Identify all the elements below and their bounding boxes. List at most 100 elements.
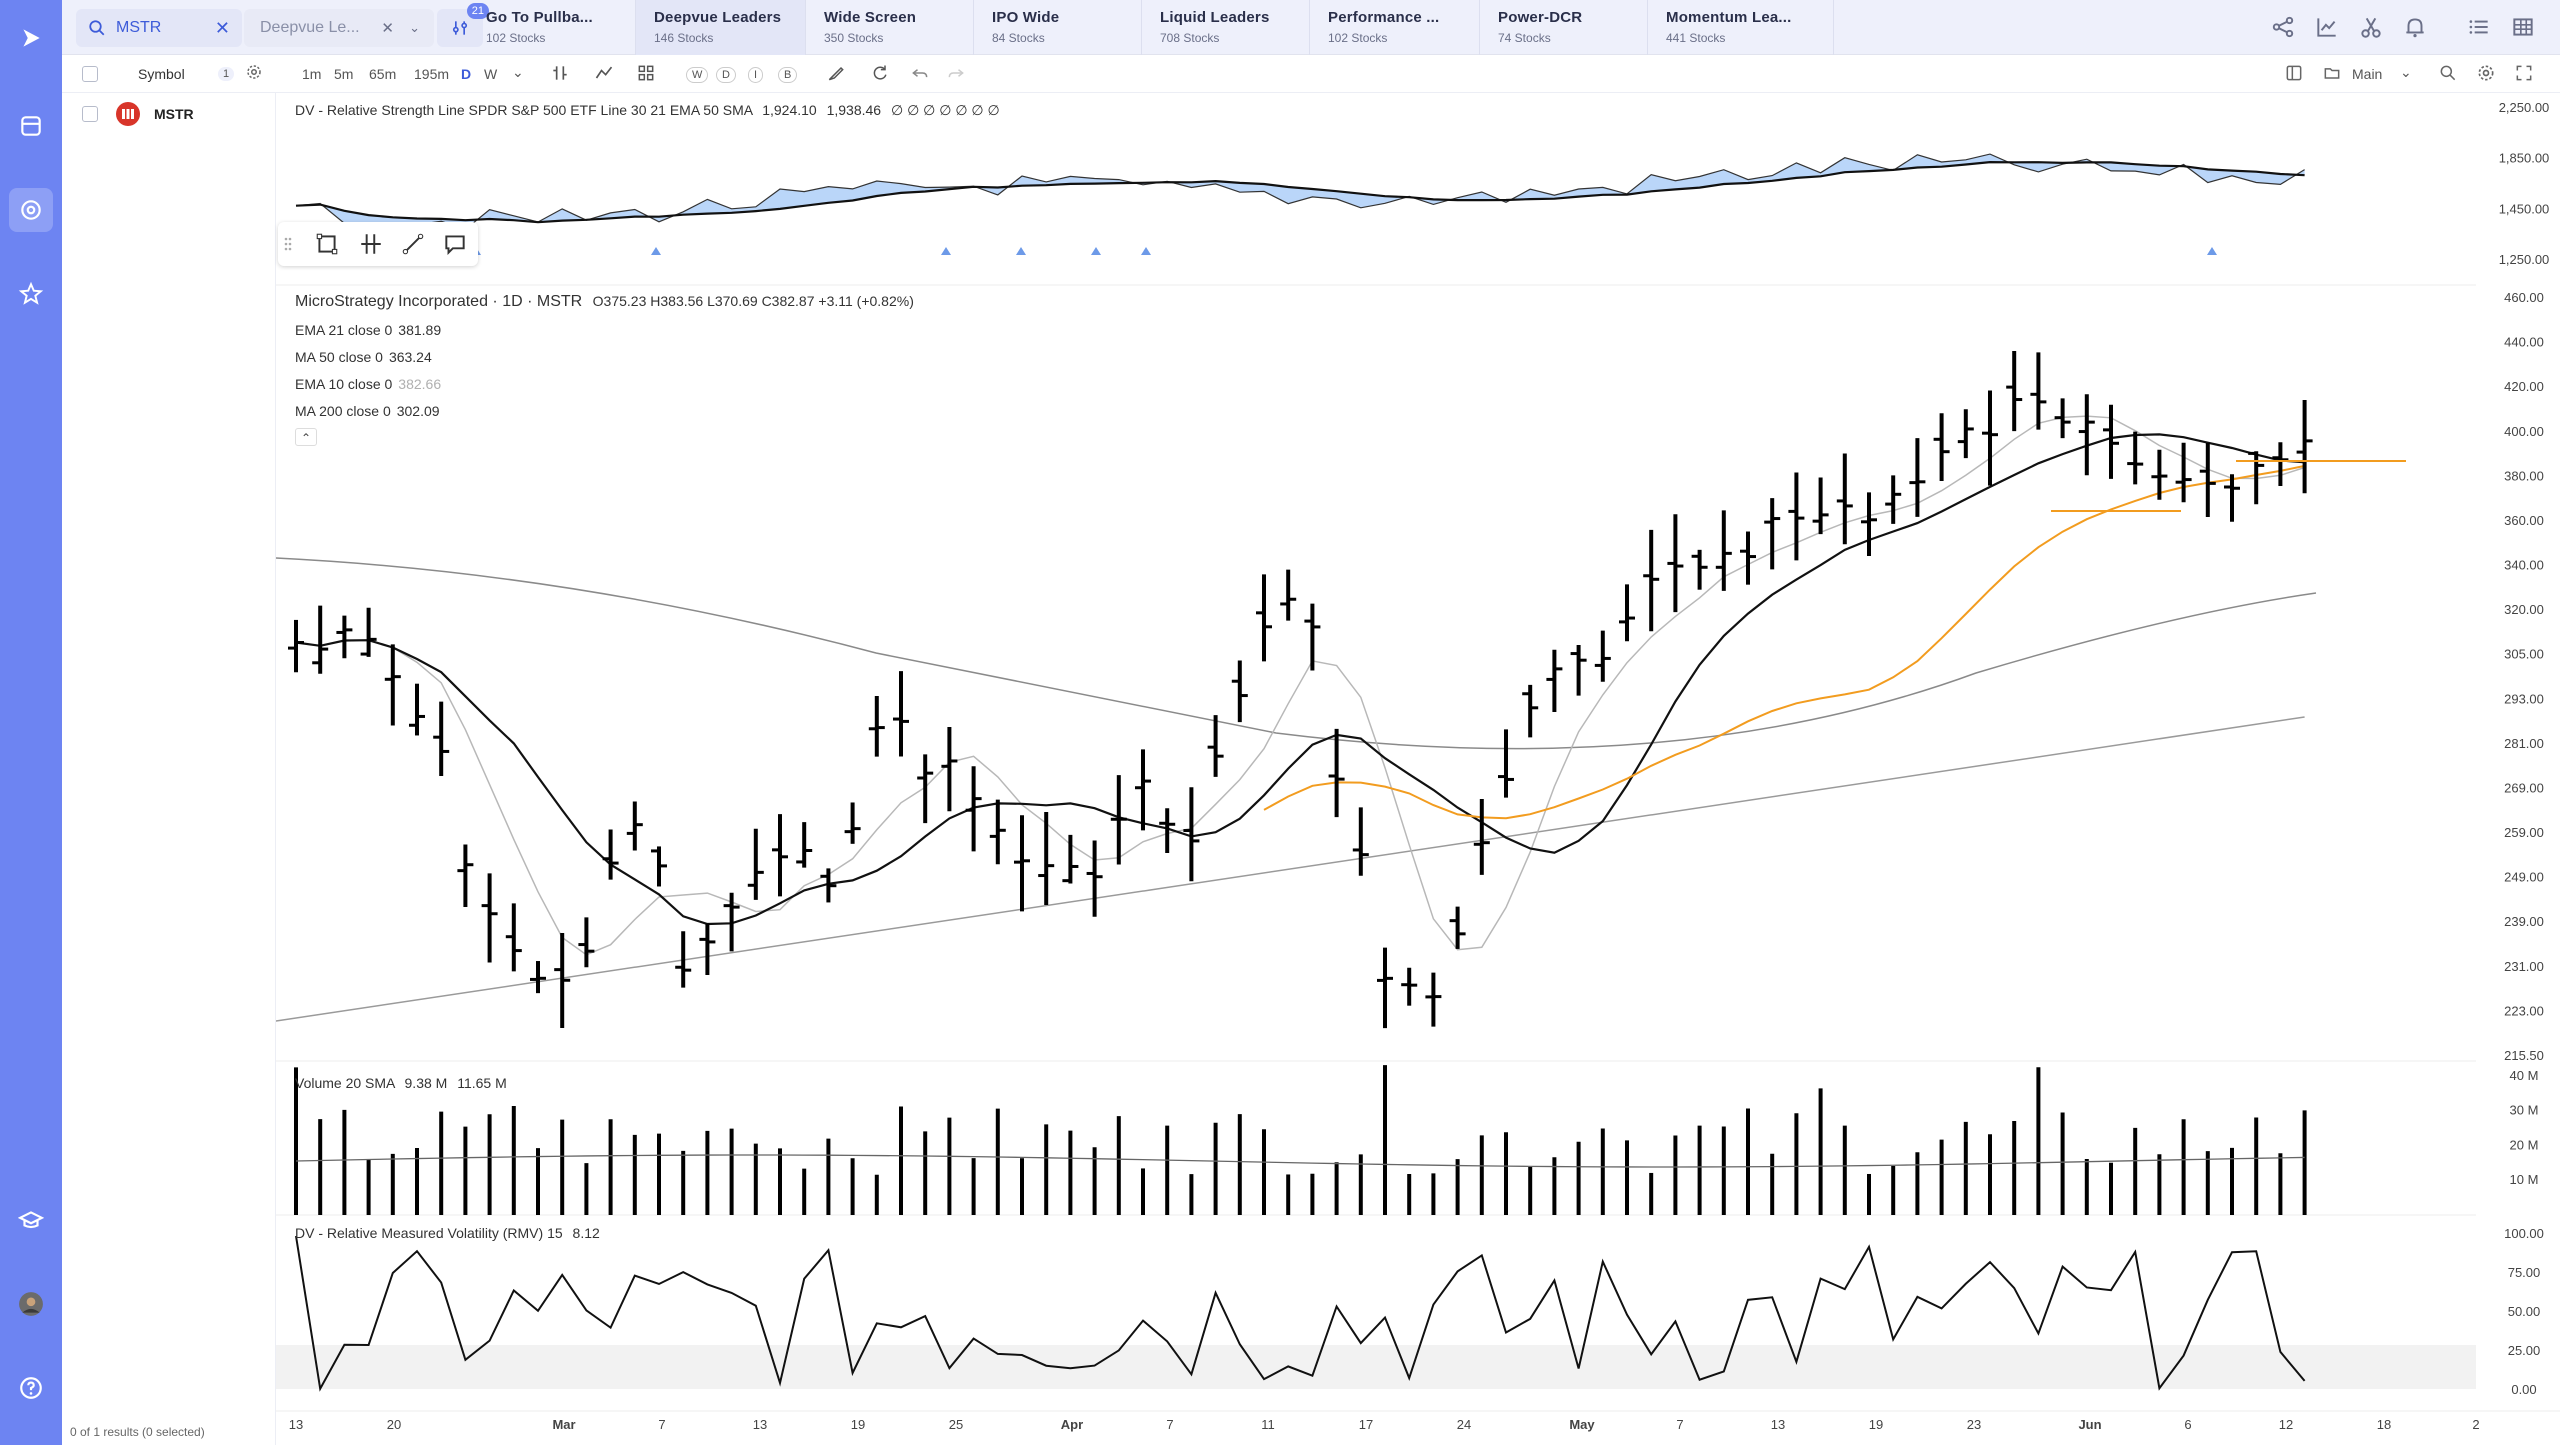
fullscreen-icon[interactable]	[2514, 63, 2534, 86]
bar-pattern-tool-icon[interactable]	[358, 231, 384, 257]
rmv-axis-label: 25.00	[2508, 1343, 2541, 1358]
price-axis-label: 320.00	[2504, 602, 2544, 617]
volume-sma-line	[295, 1154, 2305, 1168]
search-icon	[89, 20, 105, 36]
price-axis-label: 281.00	[2504, 736, 2544, 751]
layout-icon[interactable]	[2284, 63, 2304, 86]
select-all-checkbox[interactable]	[82, 66, 98, 82]
watchlist-icon[interactable]	[9, 104, 53, 148]
share-icon[interactable]	[2270, 14, 2296, 40]
tab-watchlist[interactable]: Performance ... 102 Stocks	[1310, 0, 1480, 55]
tab-title: Momentum Lea...	[1666, 9, 1792, 26]
page-title: MicroStrategy Incorporated · 1D · MSTR	[295, 293, 583, 310]
price-legend: MicroStrategy Incorporated · 1D · MSTR O…	[295, 293, 914, 311]
rs-line-value: 1,924.10	[762, 102, 817, 118]
star-icon[interactable]	[9, 272, 53, 316]
redo-icon[interactable]	[946, 63, 966, 86]
toggle-w[interactable]: W	[686, 67, 709, 83]
price-axis-label: 223.00	[2504, 1003, 2544, 1018]
toggle-d[interactable]: D	[716, 67, 736, 83]
chevron-down-icon[interactable]: ⌄	[512, 64, 524, 80]
folder-icon[interactable]	[2322, 63, 2342, 86]
timeframe-w[interactable]: W	[484, 66, 498, 82]
x-axis-label: Jun	[2078, 1417, 2101, 1432]
indicator-value: 363.24	[388, 349, 432, 365]
refresh-icon[interactable]	[870, 63, 890, 86]
list-icon[interactable]	[2466, 14, 2492, 40]
indicator-legend-3[interactable]: MA 200 close 0 302.09	[295, 403, 440, 419]
note-tool-icon[interactable]	[442, 231, 468, 257]
filter-count-badge: 21	[466, 3, 489, 19]
tab-watchlist[interactable]: Power-DCR 74 Stocks	[1480, 0, 1648, 55]
bar-style-icon[interactable]	[550, 63, 570, 86]
tab-count: 74 Stocks	[1498, 31, 1551, 45]
tab-watchlist[interactable]: Wide Screen 350 Stocks	[806, 0, 974, 55]
list-item[interactable]: MSTR	[62, 99, 276, 129]
clear-search-icon[interactable]: ✕	[214, 17, 230, 38]
trendline-tool-icon[interactable]	[400, 231, 426, 257]
grid-icon[interactable]	[2510, 14, 2536, 40]
indicator-legend-0[interactable]: EMA 21 close 0 381.89	[295, 322, 441, 338]
chart-area[interactable]: 2,250.00 1,850.00 1,450.00 1,250.00 460.00 44…	[276, 93, 2560, 1445]
timeframe-5m[interactable]: 5m	[334, 66, 354, 82]
x-axis-label: 18	[2377, 1417, 2391, 1432]
tab-count: 441 Stocks	[1666, 31, 1726, 45]
tab-count: 102 Stocks	[1328, 31, 1388, 45]
x-axis-label: 20	[387, 1417, 401, 1432]
chevron-down-icon[interactable]: ⌄	[409, 20, 420, 35]
toggle-b[interactable]: B	[778, 67, 798, 83]
watchlist-select[interactable]: Deepvue Le... ✕ ⌄	[244, 9, 434, 47]
volume-axis-label: 30 M	[2510, 1103, 2539, 1118]
mstr-logo-icon	[116, 102, 140, 126]
collapse-legend-button[interactable]: ⌃	[295, 428, 317, 446]
filter-button[interactable]: 21	[437, 3, 489, 47]
settings-icon[interactable]	[2476, 63, 2496, 86]
timeframe-65m[interactable]: 65m	[369, 66, 397, 82]
rs-axis-label: 2,250.00	[2499, 100, 2550, 115]
chart-icon[interactable]	[2314, 14, 2340, 40]
indicator-legend-1[interactable]: MA 50 close 0 363.24	[295, 349, 432, 365]
indicator-legend-2[interactable]: EMA 10 close 0 382.66	[295, 376, 441, 392]
indicators-icon[interactable]	[594, 63, 614, 86]
gear-icon[interactable]	[245, 63, 263, 84]
tab-watchlist[interactable]: Momentum Lea... 441 Stocks	[1648, 0, 1834, 55]
rs-new-high-marker	[1141, 247, 1151, 255]
undo-icon[interactable]	[910, 63, 930, 86]
clear-watchlist-icon[interactable]: ✕	[381, 20, 394, 37]
chart-canvas[interactable]: 2,250.00 1,850.00 1,450.00 1,250.00 460.00 44…	[276, 93, 2560, 1445]
tab-watchlist[interactable]: Liquid Leaders 708 Stocks	[1142, 0, 1310, 55]
help-icon[interactable]	[9, 1366, 53, 1410]
rectangle-tool-icon[interactable]	[314, 231, 340, 257]
zoom-icon[interactable]	[2438, 63, 2458, 86]
education-icon[interactable]	[9, 1198, 53, 1242]
timeframe-195m[interactable]: 195m	[414, 66, 450, 82]
rs-new-high-marker	[1091, 247, 1101, 255]
rs-new-high-marker	[941, 247, 951, 255]
volume-value: 9.38 M	[404, 1075, 448, 1091]
scissors-icon[interactable]	[2358, 14, 2384, 40]
scanner-icon[interactable]	[9, 188, 53, 232]
price-axis-label: 231.00	[2504, 959, 2544, 974]
timeframe-1m[interactable]: 1m	[302, 66, 322, 82]
tab-watchlist[interactable]: Go To Pullba... 102 Stocks	[468, 0, 636, 55]
logo-icon[interactable]	[9, 16, 53, 60]
tab-watchlist[interactable]: IPO Wide 84 Stocks	[974, 0, 1142, 55]
brush-icon[interactable]	[826, 63, 846, 86]
bell-icon[interactable]	[2402, 14, 2428, 40]
search-input[interactable]: MSTR ✕	[76, 9, 242, 47]
row-checkbox[interactable]	[82, 106, 98, 122]
drag-handle-icon[interactable]	[282, 231, 294, 257]
chevron-down-icon[interactable]: ⌄	[2400, 64, 2412, 80]
templates-icon[interactable]	[636, 63, 656, 86]
tab-watchlist[interactable]: Deepvue Leaders 146 Stocks	[636, 0, 806, 55]
price-axis-label: 293.00	[2504, 691, 2544, 706]
avatar[interactable]	[9, 1282, 53, 1326]
toggle-i[interactable]: I	[748, 67, 764, 83]
search-value: MSTR	[116, 19, 162, 36]
timeframe-d[interactable]: D	[461, 66, 472, 82]
x-axis-label: Mar	[552, 1417, 575, 1432]
layout-select[interactable]: Main	[2352, 66, 2383, 82]
tab-title: Deepvue Leaders	[654, 9, 782, 26]
x-axis-label: 13	[1771, 1417, 1785, 1432]
